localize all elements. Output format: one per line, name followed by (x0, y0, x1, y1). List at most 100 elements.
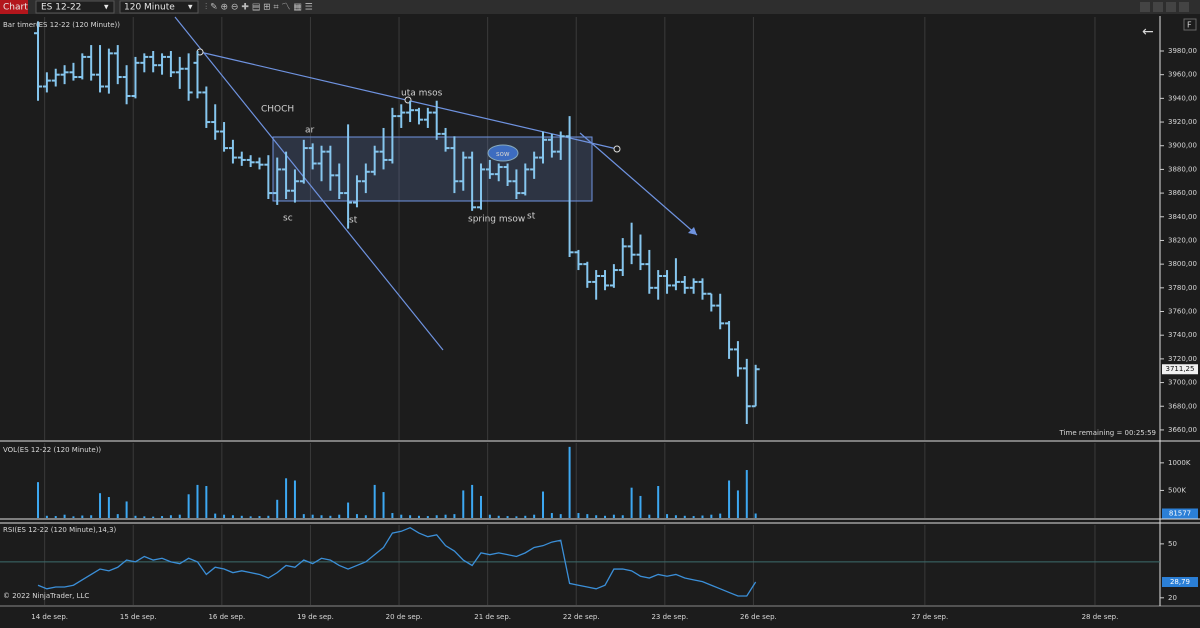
volume-bar (99, 493, 102, 518)
anchor[interactable] (613, 145, 621, 153)
volume-bar (612, 514, 615, 518)
volume-bar (347, 502, 350, 518)
y-tick-label: 3840,00 (1168, 213, 1197, 221)
volume-bar (37, 482, 40, 518)
volume-bar (81, 515, 84, 518)
f-button[interactable] (1183, 18, 1197, 31)
volume-bar (231, 515, 234, 518)
volume-bar (666, 514, 669, 518)
volume-bar (577, 513, 580, 518)
instrument-box[interactable] (35, 0, 115, 14)
volume-bar (196, 484, 199, 518)
y-tick-label: 3700,00 (1168, 379, 1197, 387)
menu-button[interactable] (0, 0, 28, 14)
volume-bar (648, 514, 651, 518)
y-tick-label: 3760,00 (1168, 308, 1197, 316)
annotation: st (527, 212, 536, 222)
volume-bar (488, 514, 491, 518)
volume-bar (276, 499, 279, 518)
x-tick-label: 14 de sep. (31, 613, 68, 621)
volume-bar (205, 486, 208, 518)
y-tick-label: 3780,00 (1168, 284, 1197, 292)
volume-bar (72, 516, 75, 518)
back-arrow[interactable]: ← (1142, 24, 1154, 40)
window-button[interactable] (1153, 2, 1163, 12)
volume-bar (134, 515, 137, 518)
annotation: spring msow (468, 215, 525, 225)
annotation: st (349, 216, 358, 226)
range-box[interactable] (272, 136, 593, 202)
window-button[interactable] (1166, 2, 1176, 12)
interval-box[interactable] (119, 0, 199, 14)
volume-bar (657, 486, 660, 518)
y-tick-label: 1000K (1168, 459, 1191, 467)
x-tick-label: 27 de sep. (911, 613, 948, 621)
volume-bar (719, 513, 722, 518)
volume-bar (710, 514, 713, 518)
volume-bar (364, 515, 367, 518)
x-tick-label: 21 de sep. (474, 613, 511, 621)
volume-bar (178, 514, 181, 518)
volume-bar (426, 516, 429, 518)
x-tick-label: 16 de sep. (208, 613, 245, 621)
volume-bar (125, 501, 128, 518)
trend-line[interactable] (174, 16, 444, 351)
volume-bar (736, 490, 739, 518)
x-tick-label: 23 de sep. (651, 613, 688, 621)
volume-bar (329, 515, 332, 518)
y-tick-label: 3740,00 (1168, 331, 1197, 339)
volume-bar (285, 478, 288, 518)
volume-bar (533, 514, 536, 518)
volume-bar (559, 514, 562, 518)
y-tick-label: 50 (1168, 540, 1177, 548)
annotation: CHOCH (261, 105, 294, 115)
y-tick-label: 3900,00 (1168, 142, 1197, 150)
volume-bar (63, 514, 66, 518)
dropdown-arrow: ▾ (188, 3, 193, 13)
volume-bar (462, 490, 465, 518)
volume-bar (214, 513, 217, 518)
window-button[interactable] (1140, 2, 1150, 12)
y-tick-label: 3980,00 (1168, 47, 1197, 55)
sow-ellipse[interactable] (487, 144, 519, 162)
window-button[interactable] (1179, 2, 1189, 12)
volume-bar (506, 516, 509, 518)
volume-bar (161, 516, 164, 518)
volume-bar (586, 514, 589, 518)
dropdown-arrow: ▾ (104, 3, 109, 13)
volume-bar (267, 515, 270, 518)
annotations: CHOCH ar sc st uta msos sow spring msow … (261, 89, 536, 226)
value-flag (1162, 508, 1198, 519)
volume-bar (240, 515, 243, 518)
volume-bar (515, 516, 518, 518)
value-flag (1162, 577, 1198, 588)
volume-bar (621, 515, 624, 518)
f-label: F (1187, 21, 1192, 30)
volume-bar (90, 515, 93, 518)
volume-bar (249, 516, 252, 518)
volume-bar (674, 515, 677, 518)
panel-title: VOL(ES 12-22 (120 Minute)) (3, 446, 101, 454)
volume-bar (745, 470, 748, 518)
volume-bar (338, 514, 341, 518)
volume-bar (471, 484, 474, 518)
volume-bar (107, 497, 110, 518)
volume-bar (391, 513, 394, 518)
y-tick-label: 3860,00 (1168, 189, 1197, 197)
volume-bar (320, 515, 323, 518)
volume-bar (630, 487, 633, 518)
arrow-line[interactable] (579, 132, 698, 236)
volume-bar (45, 515, 48, 518)
annotation: sc (283, 214, 293, 224)
interval-label: 120 Minute (124, 3, 175, 13)
volume-bar (701, 515, 704, 518)
toolbar-icons[interactable]: ⫶ ✎ ⊕ ⊖ ✚ ▤ ⊞ ⌗ 〽 ▦ ☰ (205, 2, 313, 13)
volume-bar (169, 515, 172, 518)
volume-bar (311, 514, 314, 518)
volume-bar (568, 446, 571, 518)
y-tick-label: 3800,00 (1168, 260, 1197, 268)
drawings (174, 16, 698, 351)
volume-bar (604, 515, 607, 518)
y-tick-label: 3880,00 (1168, 165, 1197, 173)
